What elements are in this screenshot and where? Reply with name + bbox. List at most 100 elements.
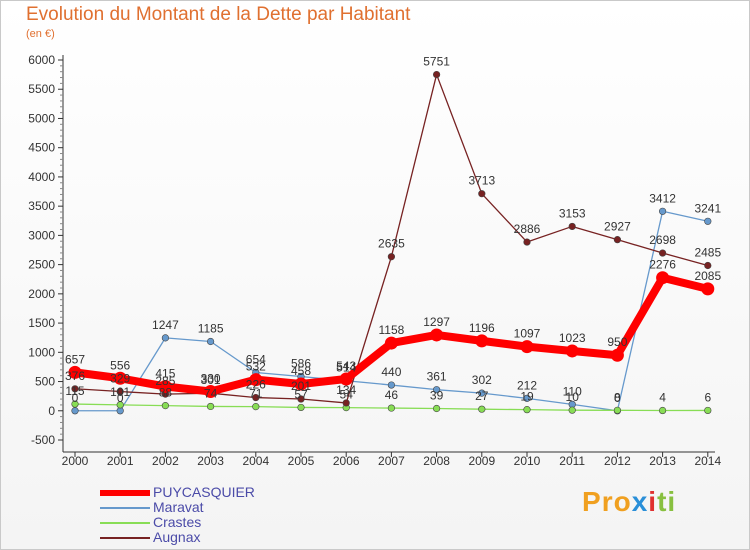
y-tick-label: 6000 (28, 53, 55, 67)
y-tick-label: 5500 (28, 82, 55, 96)
legend-swatch-crastes (100, 522, 150, 524)
data-label-augnax: 376 (65, 369, 85, 383)
data-label-crastes: 6 (704, 390, 711, 404)
x-tick-label: 2009 (468, 454, 495, 468)
legend-swatch-maravat (100, 507, 150, 509)
data-point-puycasquier (565, 344, 579, 358)
logo-letter: i (648, 486, 658, 517)
data-point-maravat (478, 389, 486, 397)
x-tick-label: 2002 (152, 454, 179, 468)
logo-letter: o (613, 486, 632, 517)
data-label-crastes: 74 (204, 386, 218, 400)
data-label-augnax: 201 (291, 379, 311, 393)
data-point-puycasquier (384, 336, 398, 350)
data-label-maravat: 0 (72, 391, 79, 405)
data-point-crastes (478, 405, 486, 413)
chart-subtitle: (en €) (26, 28, 55, 40)
data-point-crastes (252, 403, 260, 411)
data-point-crastes (613, 406, 622, 414)
data-point-puycasquier (68, 365, 82, 379)
data-point-crastes (207, 402, 215, 411)
data-label-puycasquier: 2276 (649, 258, 676, 272)
data-point-puycasquier (113, 371, 127, 385)
data-label-crastes: 19 (520, 390, 534, 404)
y-tick-label: 500 (35, 375, 55, 389)
data-point-puycasquier (249, 373, 263, 387)
data-label-augnax: 3713 (468, 174, 495, 188)
data-label-maravat: 302 (472, 373, 492, 387)
data-label-maravat: 110 (563, 384, 582, 398)
data-label-maravat: 3241 (694, 201, 721, 215)
legend-label-maravat: Maravat (153, 499, 204, 515)
data-point-puycasquier (701, 282, 715, 296)
data-label-augnax: 2927 (604, 220, 631, 234)
data-label-puycasquier: 1196 (469, 321, 495, 335)
data-point-augnax (658, 249, 667, 257)
data-label-puycasquier: 2085 (694, 269, 721, 283)
data-point-puycasquier (430, 328, 444, 342)
data-label-augnax: 2886 (514, 222, 541, 236)
logo-letter: P (582, 486, 602, 517)
data-label-maravat: 654 (246, 353, 266, 367)
data-point-maravat (387, 381, 396, 389)
data-point-puycasquier (339, 372, 353, 386)
data-label-augnax: 329 (110, 372, 130, 386)
legend-label-crastes: Crastes (153, 514, 202, 530)
data-point-crastes (658, 406, 667, 415)
x-tick-label: 2013 (649, 454, 676, 468)
data-label-puycasquier: 556 (110, 358, 130, 372)
y-tick-label: 5000 (28, 111, 55, 125)
data-label-puycasquier: 458 (291, 364, 311, 378)
y-tick-label: 1000 (28, 345, 55, 359)
data-label-crastes: 71 (249, 387, 263, 401)
data-point-puycasquier (610, 348, 624, 362)
y-tick-label: 2000 (28, 287, 55, 301)
data-label-maravat: 3412 (649, 191, 676, 205)
data-point-augnax (71, 385, 79, 393)
y-tick-label: 0 (48, 404, 55, 418)
data-point-crastes (387, 404, 396, 412)
data-label-crastes: 54 (340, 388, 354, 402)
data-label-augnax: 226 (246, 378, 266, 392)
data-point-maravat (161, 334, 169, 342)
data-label-puycasquier: 950 (607, 335, 627, 349)
data-point-puycasquier (294, 377, 308, 391)
logo-letter: r (601, 486, 614, 517)
data-point-augnax (116, 387, 124, 396)
data-label-puycasquier: 1023 (559, 331, 586, 345)
y-tick-label: 4000 (28, 170, 55, 184)
data-label-crastes: 27 (475, 389, 489, 403)
data-point-crastes (568, 406, 576, 414)
data-label-crastes: 10 (566, 390, 580, 404)
x-tick-label: 2006 (333, 454, 360, 468)
data-label-crastes: 4 (659, 391, 666, 405)
data-label-puycasquier: 1158 (378, 323, 404, 337)
data-point-maravat (523, 394, 531, 402)
x-tick-label: 2000 (62, 454, 89, 468)
data-label-puycasquier: 1097 (514, 327, 541, 341)
y-tick-label: 4500 (28, 141, 55, 155)
data-label-maravat: 1185 (198, 321, 224, 335)
legend-swatch-augnax (100, 537, 150, 539)
data-point-augnax (523, 238, 531, 246)
data-point-maravat (433, 386, 441, 394)
data-label-maravat: 514 (336, 361, 356, 375)
legend-label-puycasquier: PUYCASQUIER (153, 484, 255, 500)
data-point-augnax (568, 222, 576, 231)
data-label-crastes: 8 (614, 390, 621, 404)
data-point-puycasquier (475, 334, 489, 348)
data-point-puycasquier (204, 384, 218, 398)
y-tick-label: -500 (31, 433, 55, 447)
data-point-augnax (704, 261, 712, 270)
data-label-maravat: 0 (117, 391, 124, 405)
data-label-puycasquier: 657 (65, 352, 85, 366)
data-label-puycasquier: 1297 (423, 315, 450, 329)
logo-letter: t (657, 486, 668, 517)
data-point-maravat (658, 207, 667, 215)
x-tick-label: 2008 (423, 454, 450, 468)
data-label-augnax: 2485 (694, 245, 721, 259)
data-point-crastes (704, 406, 712, 415)
data-label-puycasquier: 415 (155, 367, 175, 381)
x-tick-label: 2001 (107, 454, 134, 468)
